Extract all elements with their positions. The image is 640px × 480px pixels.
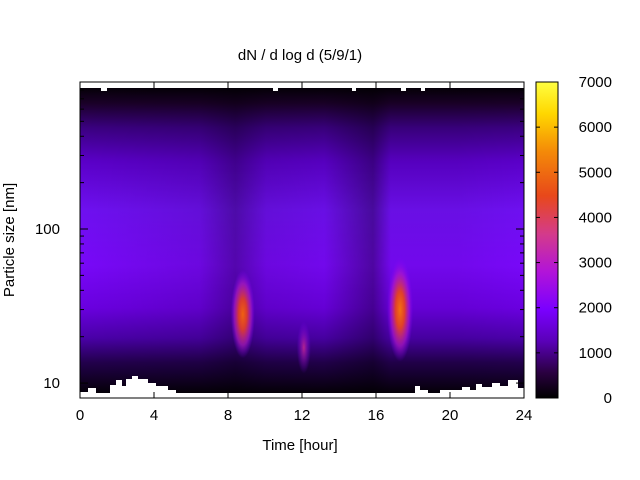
y-tick-label: 100 (35, 221, 60, 238)
y-axis: 10 100 (35, 89, 524, 392)
gap-top-4 (401, 88, 406, 91)
colorbar-tick-label: 0 (604, 390, 612, 407)
colorbar-tick-label: 5000 (579, 164, 612, 181)
gap-bottom-right (410, 380, 524, 398)
colorbar-tick-label: 4000 (579, 209, 612, 226)
colorbar-frame (535, 81, 559, 399)
x-tick-label: 16 (368, 407, 385, 424)
colorbar-tick-label: 7000 (579, 74, 612, 91)
x-tick-label: 8 (224, 407, 232, 424)
colorbar-gradient (536, 82, 558, 398)
gap-top-3 (352, 88, 356, 91)
x-tick-label: 24 (516, 407, 533, 424)
chart-title: dN / d log d (5/9/1) (238, 47, 362, 64)
gap-top-1 (101, 88, 107, 91)
x-tick-label: 20 (442, 407, 459, 424)
colorbar-tick-label: 2000 (579, 300, 612, 317)
colorbar-tick-label: 1000 (579, 345, 612, 362)
heatmap-feature (387, 257, 414, 362)
x-tick-label: 4 (150, 407, 158, 424)
x-tick-label: 12 (294, 407, 311, 424)
heatmap-feature (230, 270, 255, 359)
x-tick-label: 0 (76, 407, 84, 424)
heatmap-features (230, 257, 414, 374)
x-axis-label: Time [hour] (262, 437, 337, 454)
colorbar-tick-label: 6000 (579, 119, 612, 136)
colorbar-tick-label: 3000 (579, 255, 612, 272)
y-tick-label: 10 (43, 375, 60, 392)
heatmap-gaps (80, 88, 524, 398)
colorbar-ticks: 0 1000 2000 3000 4000 5000 6000 7000 (536, 74, 612, 407)
heatmap-feature (296, 321, 311, 374)
gap-bottom (80, 376, 184, 398)
y-axis-label: Particle size [nm] (1, 183, 18, 297)
gap-top-2 (273, 88, 278, 91)
colorbar: 0 1000 2000 3000 4000 5000 6000 7000 (535, 74, 612, 407)
x-axis: 0 4 8 12 16 20 24 (76, 82, 533, 424)
heatmap-area (80, 88, 524, 398)
gap-top-5 (421, 88, 425, 91)
